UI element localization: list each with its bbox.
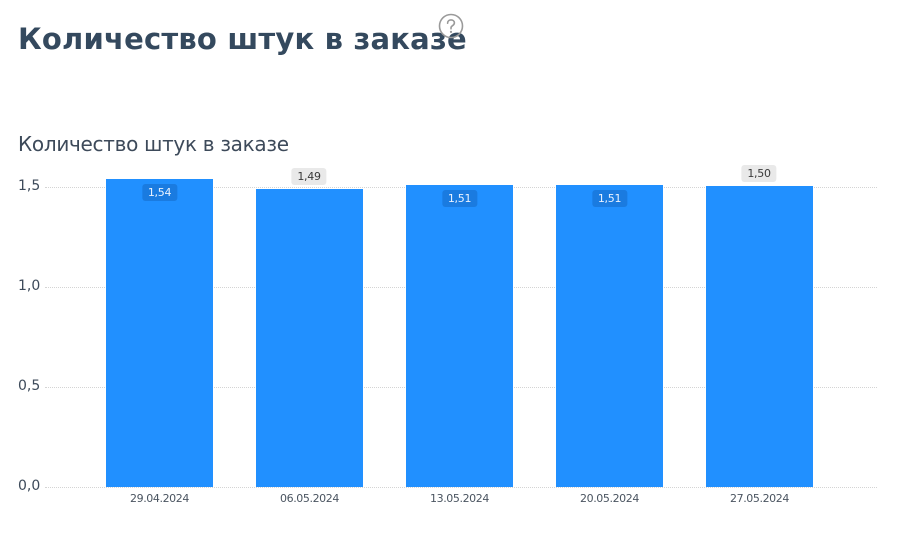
x-tick-label: 27.05.2024 — [730, 492, 789, 505]
y-tick-label: 0,5 — [18, 378, 41, 394]
y-tick-label: 1,5 — [18, 178, 41, 194]
data-label: 1,51 — [441, 190, 478, 207]
y-tick-label: 1,0 — [18, 278, 41, 294]
bar-27-05-2024[interactable] — [706, 186, 813, 487]
bar-20-05-2024[interactable]: 1,51 — [556, 185, 663, 487]
x-tick-label: 06.05.2024 — [280, 492, 339, 505]
x-tick-label: 29.04.2024 — [130, 492, 189, 505]
x-tick-label: 20.05.2024 — [580, 492, 639, 505]
data-label: 1,50 — [741, 165, 777, 182]
bar-29-04-2024[interactable]: 1,54 — [106, 179, 213, 487]
data-label: 1,49 — [291, 168, 327, 185]
data-label: 1,54 — [141, 184, 178, 201]
question-circle-icon[interactable] — [438, 13, 464, 39]
page-title: Количество штук в заказе — [18, 22, 467, 56]
y-tick-label: 0,0 — [18, 478, 41, 494]
chart-title: Количество штук в заказе — [18, 132, 289, 156]
bar-13-05-2024[interactable]: 1,51 — [406, 185, 513, 487]
data-label: 1,51 — [591, 190, 628, 207]
grid-line-0-0 — [45, 487, 877, 488]
bar-06-05-2024[interactable] — [256, 189, 363, 487]
x-tick-label: 13.05.2024 — [430, 492, 489, 505]
